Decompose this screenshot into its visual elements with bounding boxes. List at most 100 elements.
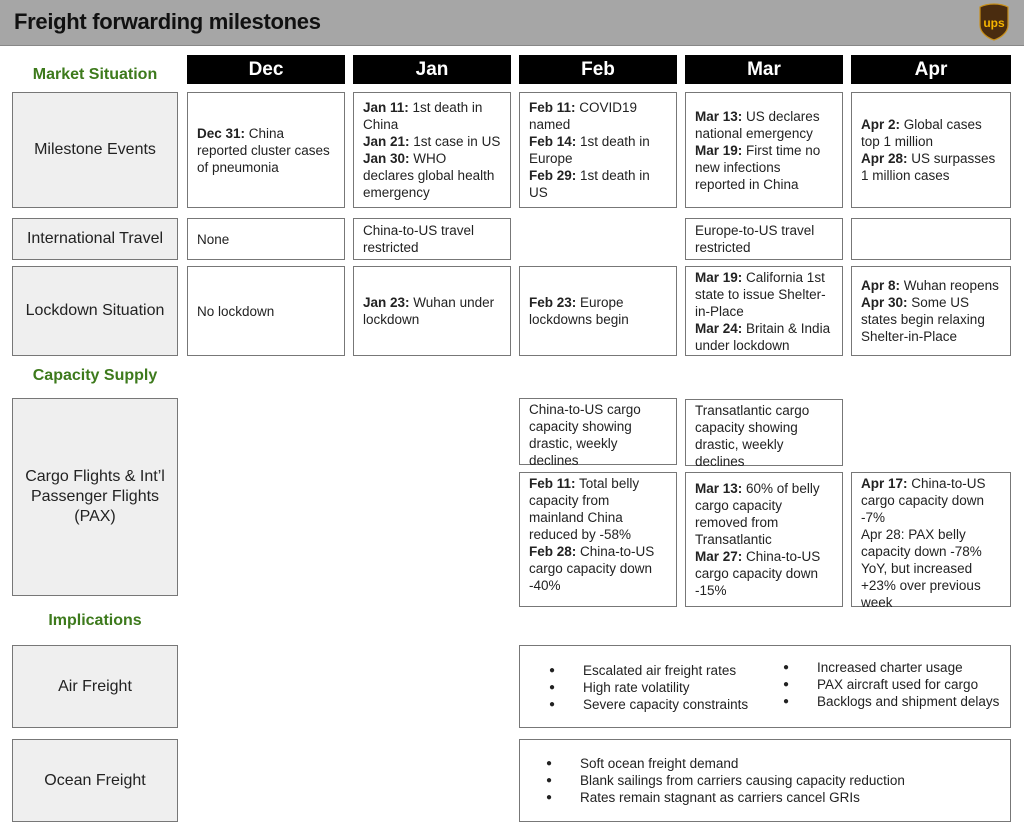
cell-entry: Apr 17: China-to-US cargo capacity down … [861, 475, 1001, 526]
bullet-item: Blank sailings from carriers causing cap… [520, 772, 1010, 789]
entry-date: Apr 2: [861, 117, 901, 132]
entry-text: US declares national emergency [695, 108, 820, 141]
entry-date: Mar 19: [695, 142, 743, 158]
cell-entry: China-to-US travel restricted [363, 222, 501, 256]
entry-text: COVID19 named [529, 100, 638, 132]
entry-text: California 1st state to issue Shelter-in… [695, 269, 826, 319]
cell-entry: Feb 23: Europe lockdowns begin [529, 294, 667, 328]
entry-date: Mar 13: [695, 108, 743, 124]
air-freight-implications: Escalated air freight ratesHigh rate vol… [519, 645, 1011, 728]
cell-milestones-dec: Dec 31: China reported cluster cases of … [187, 92, 345, 208]
entry-text: Europe-to-US travel restricted [695, 223, 815, 255]
entry-text: China-to-US cargo capacity down -40% [529, 544, 655, 593]
cell-entry: Feb 11: COVID19 named [529, 99, 667, 133]
cell-cargo-apr: Apr 17: China-to-US cargo capacity down … [851, 472, 1011, 610]
row-label-cargo-flights: Cargo Flights & Int’l Passenger Flights … [12, 398, 178, 596]
cell-entry: Jan 30: WHO declares global health emerg… [363, 150, 501, 201]
cell-entry: Mar 24: Britain & India under lockdown [695, 320, 833, 354]
bullet-item: Increased charter usage [757, 659, 1007, 676]
cell-milestones-mar: Mar 13: US declares national emergency Ma… [685, 92, 843, 208]
row-label-international-travel: International Travel [12, 218, 178, 260]
ups-logo-icon: ups [979, 3, 1009, 41]
cell-entry: China-to-US cargo capacity showing drast… [529, 401, 667, 469]
row-label-ocean-freight: Ocean Freight [12, 739, 178, 822]
cell-entry: Transatlantic cargo capacity showing dra… [695, 402, 833, 470]
cell-entry: No lockdown [197, 303, 335, 320]
entry-text: Europe lockdowns begin [529, 295, 629, 327]
entry-date: Jan 21: [363, 134, 410, 149]
cell-lockdown-dec: No lockdown [187, 266, 345, 356]
ocean-freight-implications: Soft ocean freight demandBlank sailings … [519, 739, 1011, 822]
entry-date: Feb 29: [529, 168, 577, 183]
cell-lockdown-apr: Apr 8: Wuhan reopens Apr 30: Some US stat… [851, 266, 1011, 356]
entry-text: 1st case in US [409, 134, 501, 149]
bullet-item: Backlogs and shipment delays [757, 693, 1007, 710]
header-bar: Freight forwarding milestones ups [0, 0, 1024, 46]
cell-entry: Apr 30: Some US states begin relaxing Sh… [861, 294, 1001, 345]
cell-lockdown-mar: Mar 19: California 1st state to issue Sh… [685, 266, 843, 356]
entry-text: Global cases top 1 million [861, 117, 982, 149]
cell-entry: Dec 31: China reported cluster cases of … [197, 125, 335, 176]
entry-text: China-to-US travel restricted [363, 223, 475, 255]
row-label-lockdown-situation: Lockdown Situation [12, 266, 178, 356]
entry-text: China reported cluster cases of pneumoni… [197, 125, 330, 175]
month-header-apr: Apr [851, 55, 1011, 84]
cell-entry: Feb 29: 1st death in US [529, 167, 667, 201]
entry-text: First time no new infections reported in… [695, 142, 821, 192]
entry-text: US surpasses 1 million cases [861, 151, 996, 183]
entry-date: Apr 17: [861, 476, 908, 491]
cell-entry: Jan 21: 1st case in US [363, 133, 501, 150]
entry-date: Mar 19: [695, 269, 743, 285]
cell-entry: Europe-to-US travel restricted [695, 222, 833, 256]
entry-text: Transatlantic cargo capacity showing dra… [695, 403, 810, 469]
entry-date: Jan 30: [363, 151, 410, 166]
entry-date: Mar 27: [695, 549, 743, 564]
cell-milestones-feb: Feb 11: COVID19 named Feb 14: 1st death i… [519, 92, 677, 208]
cell-cargo-feb-top: China-to-US cargo capacity showing drast… [519, 398, 677, 468]
entry-text: 1st death in US [529, 168, 650, 200]
cell-entry: Jan 11: 1st death in China [363, 99, 501, 133]
cell-lockdown-jan: Jan 23: Wuhan under lockdown [353, 266, 511, 356]
cell-travel-jan: China-to-US travel restricted [353, 218, 511, 260]
entry-text: Total belly capacity from mainland China… [529, 476, 640, 542]
cell-milestones-apr: Apr 2: Global cases top 1 million Apr 28:… [851, 92, 1011, 208]
entry-text: Apr 28: PAX belly capacity down -78% YoY… [861, 527, 982, 610]
cell-entry: None [197, 231, 335, 248]
entry-text: 60% of belly cargo capacity removed from… [695, 481, 820, 547]
cell-entry: Feb 14: 1st death in Europe [529, 133, 667, 167]
entry-text: Wuhan reopens [900, 278, 999, 293]
cell-travel-dec: None [187, 218, 345, 260]
cell-entry: Feb 28: China-to-US cargo capacity down … [529, 543, 667, 594]
entry-text: Britain & India under lockdown [695, 320, 831, 353]
section-capacity-supply: Capacity Supply [32, 367, 158, 384]
section-market-situation: Market Situation [32, 66, 158, 83]
entry-text: China-to-US cargo capacity showing drast… [529, 402, 641, 468]
bullet-item: High rate volatility [523, 679, 763, 696]
cell-lockdown-feb: Feb 23: Europe lockdowns begin [519, 266, 677, 356]
section-implications: Implications [48, 612, 142, 629]
month-header-mar: Mar [685, 55, 843, 84]
row-label-milestone-events: Milestone Events [12, 92, 178, 208]
bullet-item: PAX aircraft used for cargo [757, 676, 1007, 693]
entry-date: Apr 28: [861, 151, 908, 166]
bullet-item: Severe capacity constraints [523, 696, 763, 713]
entry-date: Feb 11: [529, 476, 576, 491]
cell-entry: Apr 28: US surpasses 1 million cases [861, 150, 1001, 184]
cell-milestones-jan: Jan 11: 1st death in China Jan 21: 1st ca… [353, 92, 511, 208]
entry-date: Mar 24: [695, 320, 743, 336]
cell-cargo-mar: Mar 13: 60% of belly cargo capacity remo… [685, 472, 843, 607]
cell-entry: Mar 27: China-to-US cargo capacity down … [695, 548, 833, 599]
entry-date: Apr 30: [861, 295, 908, 310]
cell-entry: Apr 28: PAX belly capacity down -78% YoY… [861, 526, 1001, 611]
cell-cargo-feb: Feb 11: Total belly capacity from mainla… [519, 472, 677, 607]
cell-travel-mar: Europe-to-US travel restricted [685, 218, 843, 260]
cell-entry: Apr 2: Global cases top 1 million [861, 116, 1001, 150]
entry-text: Wuhan under lockdown [363, 295, 495, 327]
entry-text: WHO declares global health emergency [363, 151, 495, 200]
entry-text: 1st death in Europe [529, 134, 650, 166]
entry-date: Mar 13: [695, 481, 743, 496]
entry-text: No lockdown [197, 303, 275, 319]
entry-date: Apr 8: [861, 278, 901, 293]
cell-entry: Mar 13: US declares national emergency [695, 108, 833, 142]
entry-date: Feb 23: [529, 295, 577, 310]
